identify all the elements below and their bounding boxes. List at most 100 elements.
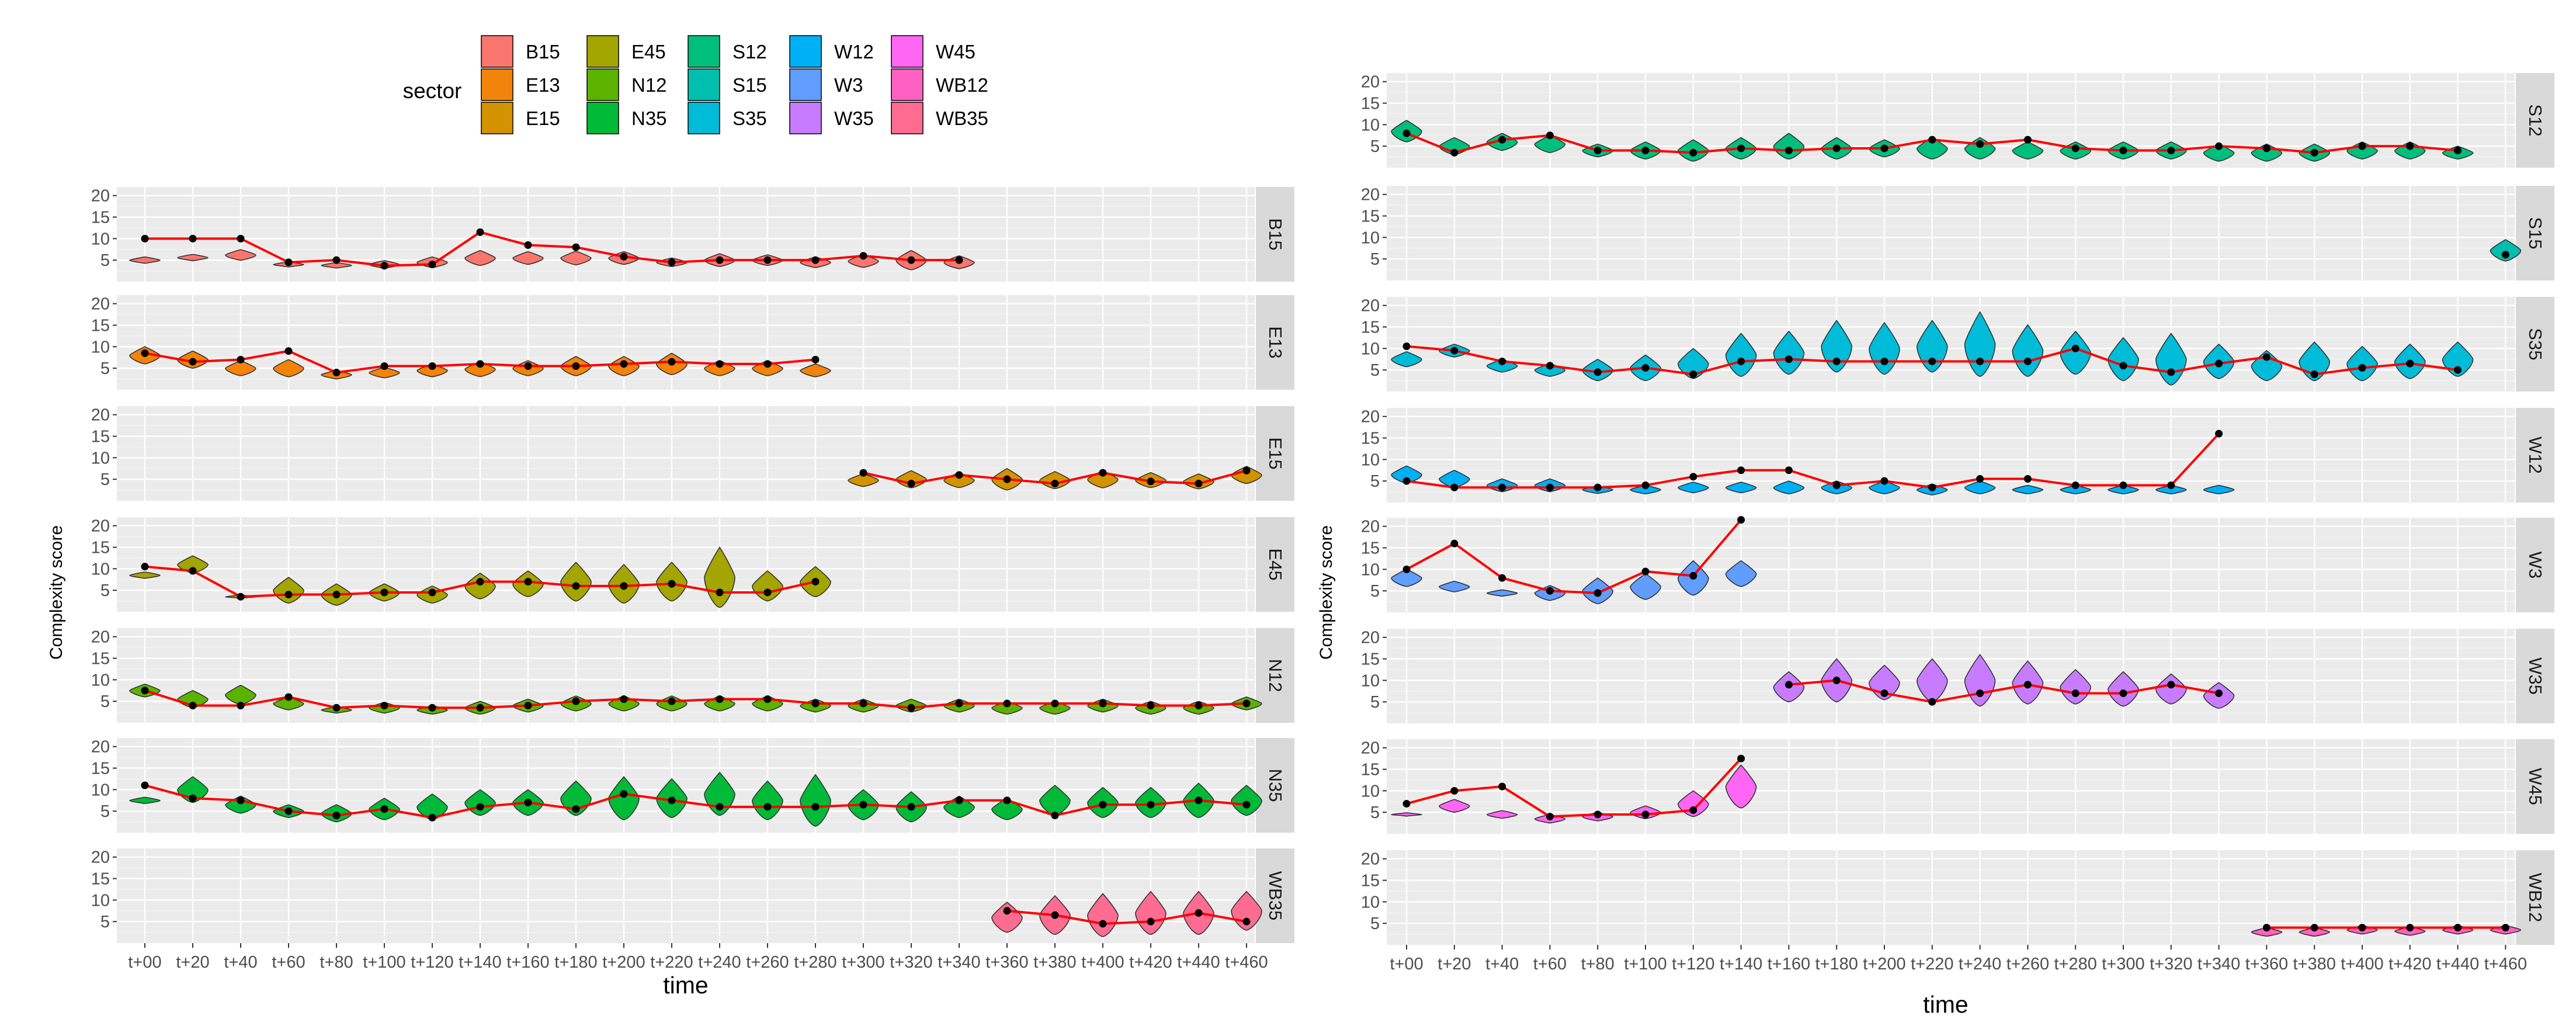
data-point-b15-t+200 bbox=[620, 252, 628, 261]
y-tick-label: 20 bbox=[1361, 850, 1380, 869]
violin-s35-t+00 bbox=[1391, 351, 1422, 368]
trend-line-n35 bbox=[144, 784, 1247, 819]
data-point-s35-t+140 bbox=[1737, 357, 1745, 365]
violin-b15-t+80 bbox=[321, 262, 352, 269]
legend-label: S15 bbox=[732, 74, 767, 96]
panel-b15: 5 10 15 20 B15 bbox=[91, 187, 1294, 282]
data-point-w3-t+40 bbox=[1498, 574, 1506, 582]
data-point-n35-t+420 bbox=[1147, 801, 1155, 809]
data-point-wb35-t+420 bbox=[1147, 917, 1155, 926]
data-point-wb12-t+400 bbox=[2358, 924, 2366, 932]
x-tick-label: t+460 bbox=[1225, 953, 1268, 972]
x-tick-label: t+300 bbox=[2102, 955, 2144, 973]
data-point-w35-t+200 bbox=[1880, 689, 1888, 697]
data-point-n35-t+80 bbox=[332, 812, 341, 820]
violin-w45-t+40 bbox=[1486, 810, 1518, 819]
facet-strip-label: W12 bbox=[2525, 436, 2546, 474]
facet-strip bbox=[1256, 738, 1294, 833]
x-tick-label: t+220 bbox=[650, 953, 693, 972]
y-tick-label: 20 bbox=[91, 517, 110, 536]
plot-panels: 5 10 15 20 B15 5 10 15 20 E13 5 10 15 20 E15 5 10 15 20 E45… bbox=[91, 73, 2554, 973]
data-point-n12-t+120 bbox=[428, 704, 436, 712]
y-tick-label: 15 bbox=[91, 317, 110, 335]
data-point-w3-t+80 bbox=[1593, 589, 1602, 597]
data-point-e13-t+140 bbox=[476, 360, 484, 368]
data-point-e45-t+240 bbox=[716, 588, 724, 597]
violin-w3-t+100 bbox=[1630, 573, 1661, 600]
y-tick-label: 10 bbox=[91, 671, 110, 690]
data-point-s12-t+140 bbox=[1737, 144, 1745, 153]
data-point-n35-t+240 bbox=[716, 803, 724, 811]
data-point-s35-t+340 bbox=[2215, 359, 2223, 368]
y-tick-label: 10 bbox=[1361, 339, 1380, 358]
data-point-w12-t+60 bbox=[1546, 483, 1554, 491]
facet-strip-label: W3 bbox=[2525, 552, 2546, 579]
data-point-n35-t+440 bbox=[1195, 796, 1203, 805]
data-point-e13-t+260 bbox=[763, 360, 772, 368]
data-point-e45-t+140 bbox=[476, 577, 484, 585]
x-axis-label-left: time bbox=[663, 972, 708, 999]
x-tick-label: t+420 bbox=[1129, 953, 1172, 972]
data-point-n35-t+180 bbox=[572, 805, 580, 813]
violin-w12-t+320 bbox=[2155, 484, 2187, 495]
data-point-b15-t+320 bbox=[907, 256, 915, 264]
violin-w3-t+140 bbox=[1725, 560, 1757, 587]
violin-e45-t+60 bbox=[273, 577, 304, 604]
legend-swatch bbox=[688, 35, 720, 68]
violin-e13-t+280 bbox=[800, 363, 831, 377]
legend-entry-wb35: WB35 bbox=[891, 102, 988, 134]
y-tick-label: 20 bbox=[91, 406, 110, 425]
facet-strip bbox=[2516, 739, 2554, 834]
panel-wb35: 5 10 15 20 WB35 bbox=[91, 848, 1294, 943]
data-point-b15-t+00 bbox=[141, 234, 149, 242]
panel-s15: 5 10 15 20 S15 bbox=[1361, 186, 2554, 280]
data-point-w12-t+220 bbox=[1928, 483, 1936, 491]
panel-s35: 5 10 15 20 S35 bbox=[1361, 297, 2554, 391]
y-tick-label: 15 bbox=[91, 760, 110, 778]
panel-w45: 5 10 15 20 W45 bbox=[1361, 739, 2554, 834]
data-point-b15-t+80 bbox=[332, 256, 341, 264]
legend-swatch bbox=[891, 35, 924, 68]
data-point-e45-t+180 bbox=[572, 582, 580, 590]
y-tick-label: 10 bbox=[91, 449, 110, 467]
data-point-w35-t+300 bbox=[2119, 689, 2127, 697]
y-tick-label: 5 bbox=[100, 251, 110, 270]
violin-w35-t+280 bbox=[2060, 668, 2092, 705]
y-tick-label: 10 bbox=[1361, 893, 1380, 912]
violin-e13-t+60 bbox=[273, 359, 304, 377]
x-tick-label: t+20 bbox=[1438, 955, 1471, 973]
violin-n35-t+280 bbox=[800, 774, 831, 827]
x-tick-label: t+40 bbox=[1485, 955, 1519, 973]
panel-wb12: 5 10 15 20 WB12 bbox=[1361, 850, 2554, 945]
data-point-s35-t+20 bbox=[1450, 347, 1459, 355]
violin-w12-t+160 bbox=[1773, 480, 1805, 495]
facet-strip-label: WB12 bbox=[2525, 873, 2546, 922]
legend-swatch bbox=[481, 68, 513, 101]
y-tick-label: 10 bbox=[91, 338, 110, 356]
x-tick-label: t+440 bbox=[2436, 955, 2479, 973]
violin-b15-t+140 bbox=[464, 250, 496, 266]
legend-entry-n35: N35 bbox=[586, 102, 667, 134]
data-point-n12-t+280 bbox=[811, 699, 820, 708]
facet-strip bbox=[1256, 295, 1294, 390]
data-point-e45-t+220 bbox=[668, 580, 676, 588]
y-tick-label: 5 bbox=[100, 581, 110, 600]
y-tick-label: 20 bbox=[1361, 408, 1380, 427]
legend-entry-e15: E15 bbox=[481, 102, 560, 134]
data-point-w45-t+20 bbox=[1450, 787, 1459, 795]
panel-background bbox=[117, 187, 1255, 282]
data-point-n35-t+60 bbox=[284, 807, 293, 815]
violin-w45-t+20 bbox=[1438, 799, 1470, 813]
data-point-e45-t+160 bbox=[524, 577, 532, 585]
y-tick-label: 5 bbox=[100, 913, 110, 931]
legend-swatch bbox=[688, 68, 720, 101]
x-tick-label: t+240 bbox=[698, 953, 741, 972]
data-point-e15-t+400 bbox=[1099, 469, 1107, 477]
y-tick-label: 10 bbox=[1361, 782, 1380, 801]
data-point-w12-t+100 bbox=[1641, 481, 1650, 490]
data-point-n12-t+160 bbox=[524, 702, 532, 710]
y-tick-label: 10 bbox=[1361, 671, 1380, 690]
data-point-s35-t+100 bbox=[1641, 364, 1650, 372]
violin-w12-t+340 bbox=[2203, 484, 2235, 495]
x-tick-label: t+360 bbox=[985, 953, 1028, 972]
